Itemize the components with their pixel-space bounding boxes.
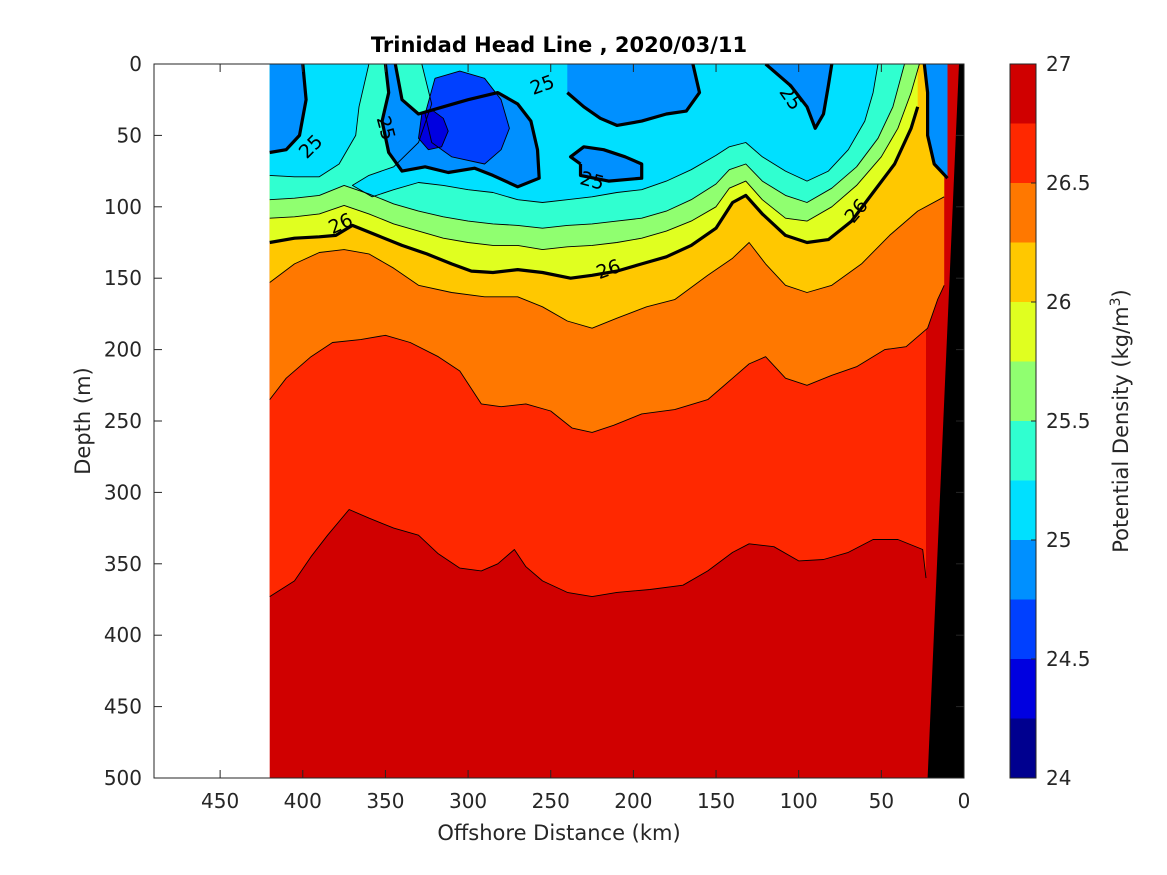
isopycnal-25.25 bbox=[269, 64, 370, 178]
colorbar-tick-label: 27 bbox=[1046, 52, 1071, 76]
y-tick-label: 0 bbox=[129, 52, 142, 76]
colorbar-swatch bbox=[1010, 599, 1036, 659]
colorbar-tick-label: 25.5 bbox=[1046, 409, 1091, 433]
colorbar-swatch bbox=[1010, 540, 1036, 600]
isopycnal-25 bbox=[568, 145, 644, 183]
isopycnal-25.75 bbox=[269, 64, 920, 251]
colorbar-swatch bbox=[1010, 421, 1036, 481]
y-tick-label: 300 bbox=[104, 480, 142, 504]
isopycnal-25 bbox=[566, 64, 702, 128]
colorbar-tick-label: 25 bbox=[1046, 528, 1071, 552]
fill-band bbox=[269, 64, 307, 153]
axis-ticks-layer: 450 400 350 300 250 200 150 100 50 00501001502002… bbox=[104, 52, 971, 813]
isopycnal-26.25 bbox=[269, 196, 945, 329]
x-tick-label: 50 bbox=[869, 789, 894, 813]
chart-title: Trinidad Head Line , 2020/03/11 bbox=[371, 33, 747, 57]
isopycnal-25 bbox=[380, 64, 541, 189]
colorbar-label-main: Potential Density (kg/m bbox=[1109, 306, 1133, 552]
fill-region bbox=[567, 64, 700, 126]
y-tick-label: 500 bbox=[104, 766, 142, 790]
x-tick-label: 100 bbox=[780, 789, 818, 813]
x-tick-label: 0 bbox=[958, 789, 971, 813]
isopycnal-26 bbox=[269, 106, 920, 280]
x-tick-label: 250 bbox=[532, 789, 570, 813]
x-tick-label: 300 bbox=[449, 789, 487, 813]
y-tick-label: 200 bbox=[104, 338, 142, 362]
colorbar-swatch bbox=[1010, 302, 1036, 362]
isopycnal-26.5 bbox=[269, 285, 945, 433]
colorbar-label-superscript: 3 bbox=[1108, 297, 1124, 306]
colorbar-swatch bbox=[1010, 242, 1036, 302]
y-tick-label: 50 bbox=[117, 123, 142, 147]
x-tick-label: 400 bbox=[284, 789, 322, 813]
colorbar-tick-label: 26.5 bbox=[1046, 171, 1091, 195]
y-axis-label: Depth (m) bbox=[71, 367, 95, 474]
density-fill-layer bbox=[269, 64, 964, 778]
isopycnal-25.5 bbox=[269, 64, 905, 229]
x-axis-label: Offshore Distance (km) bbox=[437, 821, 680, 845]
fill-region bbox=[570, 146, 642, 182]
colorbar-tick-label: 24 bbox=[1046, 766, 1071, 790]
y-tick-label: 100 bbox=[104, 195, 142, 219]
isopycnal-25 bbox=[764, 64, 834, 130]
x-tick-label: 200 bbox=[614, 789, 652, 813]
colorbar-label-suffix: ) bbox=[1109, 289, 1133, 297]
x-tick-label: 150 bbox=[697, 789, 735, 813]
isopycnal-24.5 bbox=[418, 109, 449, 151]
colorbar-swatch bbox=[1010, 123, 1036, 183]
colorbar-swatch bbox=[1010, 361, 1036, 421]
y-tick-label: 400 bbox=[104, 623, 142, 647]
y-tick-label: 250 bbox=[104, 409, 142, 433]
isopycnal-lines-layer bbox=[269, 64, 964, 778]
colorbar-swatch bbox=[1010, 659, 1036, 719]
colorbar-label: Potential Density (kg/m3) bbox=[1108, 289, 1133, 553]
isopycnal-26.75 bbox=[269, 509, 927, 598]
y-tick-label: 150 bbox=[104, 266, 142, 290]
colorbar: 24 24.5 25 25.5 26 26.5 27 bbox=[1009, 52, 1091, 790]
isopycnal-25 bbox=[922, 64, 949, 180]
colorbar-swatch bbox=[1010, 64, 1036, 124]
colorbar-tick-label: 26 bbox=[1046, 290, 1071, 314]
x-tick-label: 350 bbox=[366, 789, 404, 813]
fill-region bbox=[765, 64, 832, 129]
isopycnal-25.25 bbox=[351, 64, 879, 203]
x-tick-label: 450 bbox=[201, 789, 239, 813]
colorbar-swatch bbox=[1010, 183, 1036, 243]
colorbar-swatch bbox=[1010, 480, 1036, 540]
y-tick-label: 450 bbox=[104, 695, 142, 719]
isopycnal-24.75 bbox=[424, 70, 510, 165]
y-tick-label: 350 bbox=[104, 552, 142, 576]
isopycnal-25 bbox=[269, 64, 308, 155]
bathymetry-shelf bbox=[927, 64, 964, 778]
fill-region bbox=[924, 64, 948, 179]
colorbar-tick-label: 24.5 bbox=[1046, 647, 1091, 671]
colorbar-swatch bbox=[1010, 718, 1036, 778]
